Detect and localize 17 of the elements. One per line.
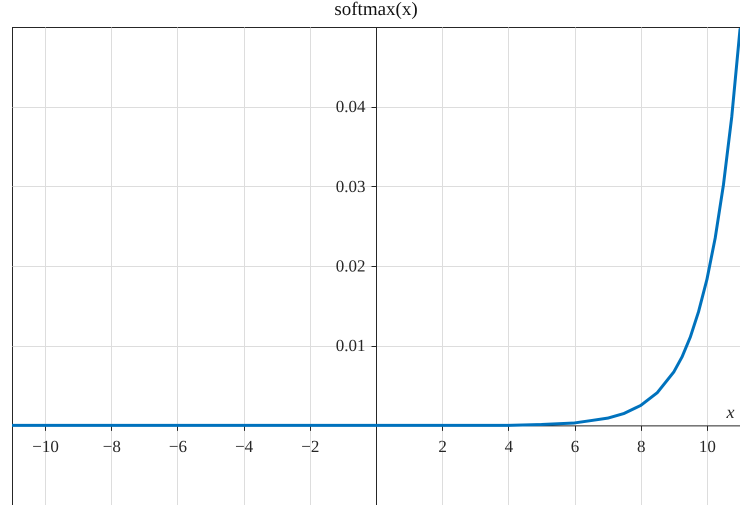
chart-title: softmax(x)	[334, 0, 418, 20]
x-tick-label: −8	[102, 436, 121, 456]
x-tick-label: 6	[570, 436, 580, 456]
x-tick-label: −2	[301, 436, 320, 456]
y-tick-label: 0.04	[336, 97, 366, 116]
x-tick-label: −4	[235, 436, 254, 456]
x-axis-title: x	[726, 402, 734, 422]
x-tick-label: −6	[168, 436, 187, 456]
x-tick-label: 8	[636, 436, 646, 456]
y-tick-label: 0.03	[336, 176, 366, 196]
x-tick-label: −10	[32, 436, 59, 456]
x-tick-label: 4	[504, 436, 514, 456]
y-tick-label: 0.01	[336, 336, 366, 356]
line-series	[12, 28, 740, 427]
x-tick-label: 2	[438, 436, 447, 456]
y-tick-label: 0.02	[336, 256, 366, 276]
x-tick-label: 10	[698, 436, 716, 456]
